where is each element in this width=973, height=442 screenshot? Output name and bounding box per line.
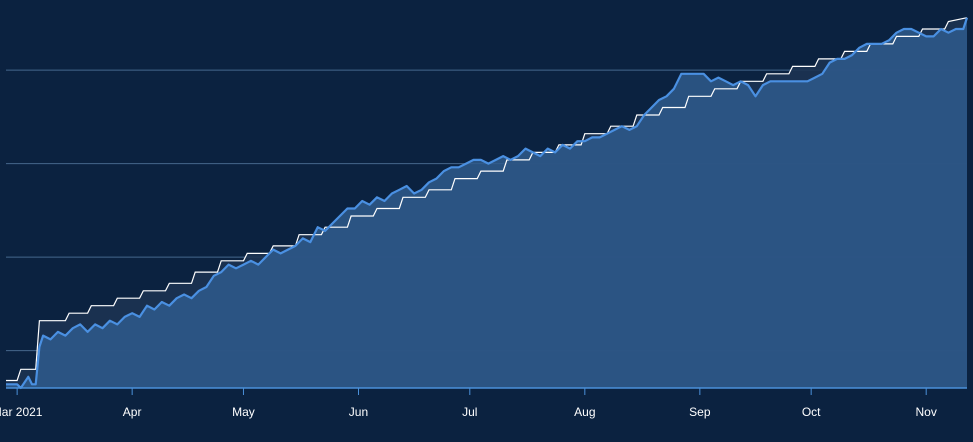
area-fills [6,17,967,388]
x-tick-label-6: Sep [689,405,711,419]
x-tick-label-5: Aug [574,405,595,419]
series-1-area [6,17,967,388]
series-lines [6,17,969,390]
series-0-line [6,17,968,382]
x-tick-label-2: May [232,405,255,419]
x-tick-label-3: Jun [349,405,368,419]
series-1-line [6,17,969,390]
x-tick-label-4: Jul [462,405,477,419]
x-tick-label-0: Mar 2021 [0,405,43,419]
x-tick-label-1: Apr [123,405,142,419]
x-tick-label-7: Oct [802,405,821,419]
x-axis: Mar 2021 Apr May Jun Jul Aug Sep Oct Nov [0,387,967,419]
x-tick-label-8: Nov [916,405,937,419]
